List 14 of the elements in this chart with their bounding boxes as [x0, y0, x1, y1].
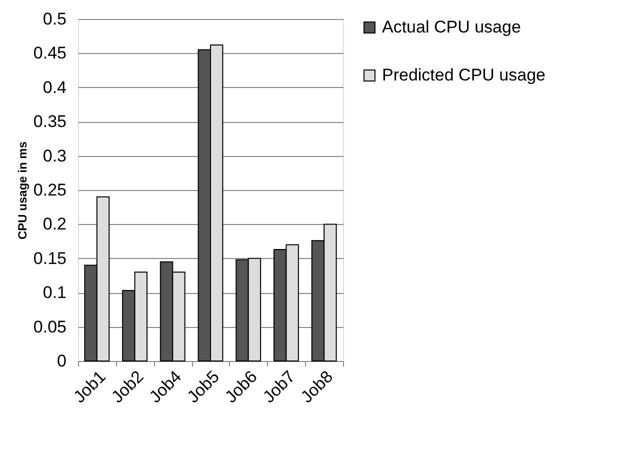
- y-tick-label: 0.25: [33, 180, 66, 200]
- y-tick-label: 0.05: [33, 317, 66, 336]
- y-tick-label: 0: [57, 352, 66, 370]
- y-tick-label: 0.4: [42, 78, 66, 97]
- y-tick-label: 0.2: [42, 214, 66, 234]
- legend-label: Actual CPU usage: [382, 18, 521, 36]
- y-tick-label: 0.1: [42, 283, 66, 302]
- y-tick-label: 0.5: [42, 10, 66, 28]
- y-tick-label: 0.15: [33, 248, 66, 268]
- y-axis-title: CPU usage in ms: [15, 141, 30, 240]
- y-tick-label: 0.35: [33, 112, 66, 132]
- y-tick-label: 0.3: [42, 146, 66, 166]
- y-tick-label: 0.45: [33, 44, 66, 63]
- legend-label: Predicted CPU usage: [382, 66, 546, 84]
